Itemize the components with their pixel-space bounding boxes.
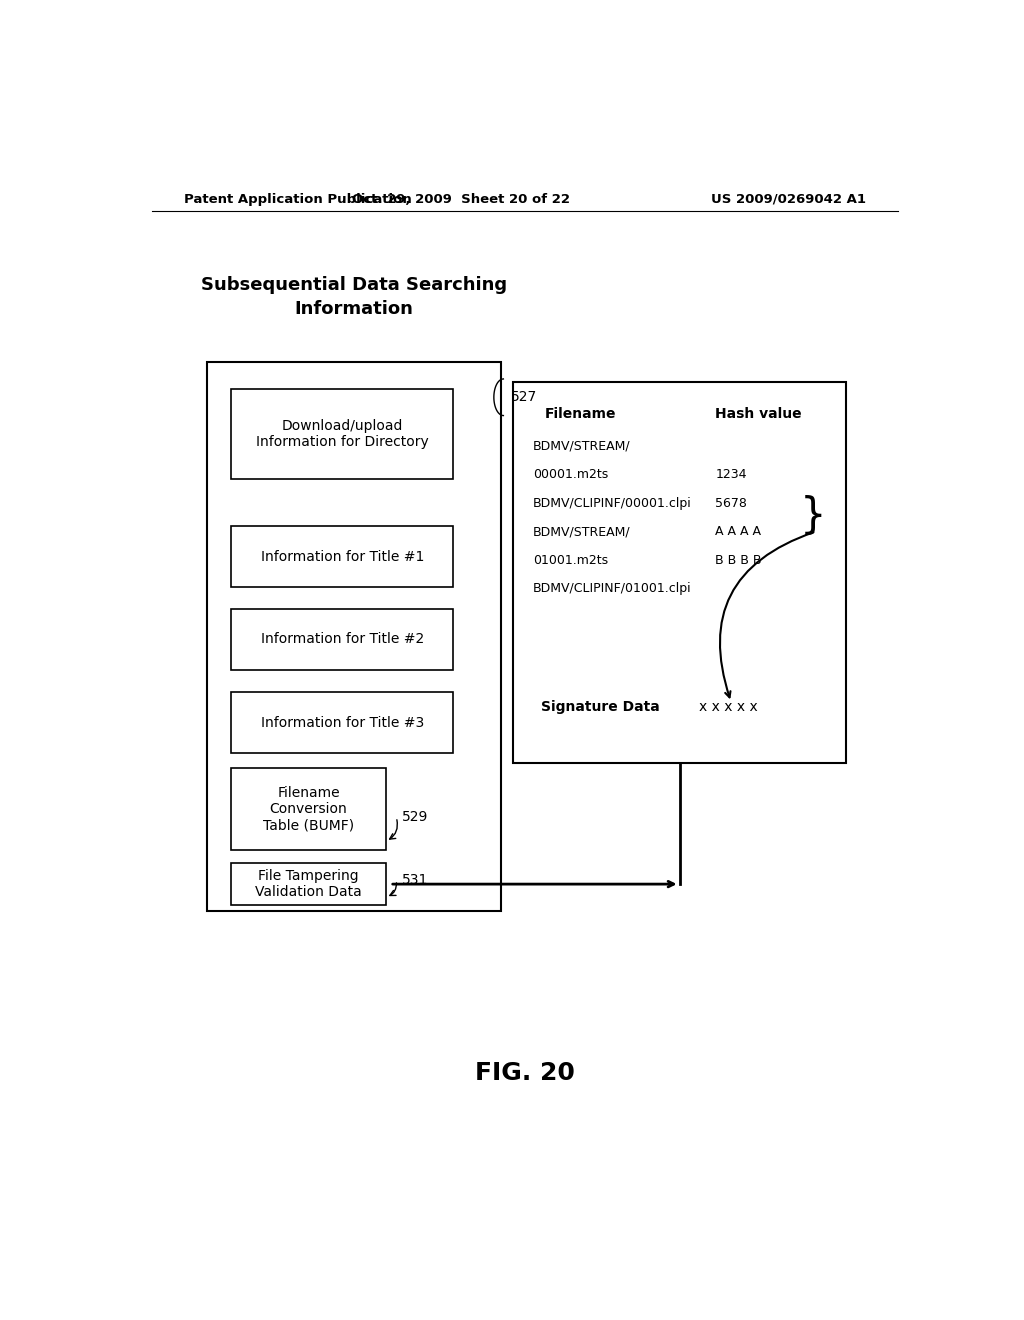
Text: 529: 529 <box>401 810 428 824</box>
Text: B B B B: B B B B <box>715 554 762 566</box>
Text: Hash value: Hash value <box>715 408 802 421</box>
Text: Information for Title #2: Information for Title #2 <box>261 632 424 647</box>
Text: Subsequential Data Searching: Subsequential Data Searching <box>201 276 507 294</box>
Text: 527: 527 <box>511 391 538 404</box>
Bar <box>231 768 386 850</box>
Text: Download/upload
Information for Directory: Download/upload Information for Director… <box>256 418 429 449</box>
Text: Signature Data: Signature Data <box>541 700 659 714</box>
Bar <box>231 692 454 752</box>
Text: FIG. 20: FIG. 20 <box>475 1061 574 1085</box>
Bar <box>207 362 501 911</box>
Bar <box>231 527 454 587</box>
Text: }: } <box>800 495 826 537</box>
Text: 5678: 5678 <box>715 496 748 510</box>
Text: BDMV/CLIPINF/01001.clpi: BDMV/CLIPINF/01001.clpi <box>532 582 691 595</box>
Text: x x x x x: x x x x x <box>699 700 758 714</box>
Text: Information: Information <box>295 300 414 318</box>
Text: 00001.m2ts: 00001.m2ts <box>532 469 608 482</box>
Text: US 2009/0269042 A1: US 2009/0269042 A1 <box>711 193 866 206</box>
Bar <box>231 609 454 669</box>
Text: Oct. 29, 2009  Sheet 20 of 22: Oct. 29, 2009 Sheet 20 of 22 <box>352 193 570 206</box>
Text: 1234: 1234 <box>715 469 746 482</box>
Text: BDMV/STREAM/: BDMV/STREAM/ <box>532 525 631 539</box>
Text: BDMV/CLIPINF/00001.clpi: BDMV/CLIPINF/00001.clpi <box>532 496 691 510</box>
Text: Filename
Conversion
Table (BUMF): Filename Conversion Table (BUMF) <box>263 785 354 832</box>
Bar <box>513 381 846 763</box>
Bar <box>231 389 454 479</box>
Text: Filename: Filename <box>545 408 616 421</box>
Text: Patent Application Publication: Patent Application Publication <box>183 193 412 206</box>
Text: 531: 531 <box>401 873 428 887</box>
Text: BDMV/STREAM/: BDMV/STREAM/ <box>532 440 631 453</box>
Text: File Tampering
Validation Data: File Tampering Validation Data <box>255 869 361 899</box>
Text: 01001.m2ts: 01001.m2ts <box>532 554 608 566</box>
Text: Information for Title #3: Information for Title #3 <box>261 715 424 730</box>
Text: Information for Title #1: Information for Title #1 <box>260 550 424 564</box>
Text: A A A A: A A A A <box>715 525 761 539</box>
Bar <box>231 863 386 906</box>
